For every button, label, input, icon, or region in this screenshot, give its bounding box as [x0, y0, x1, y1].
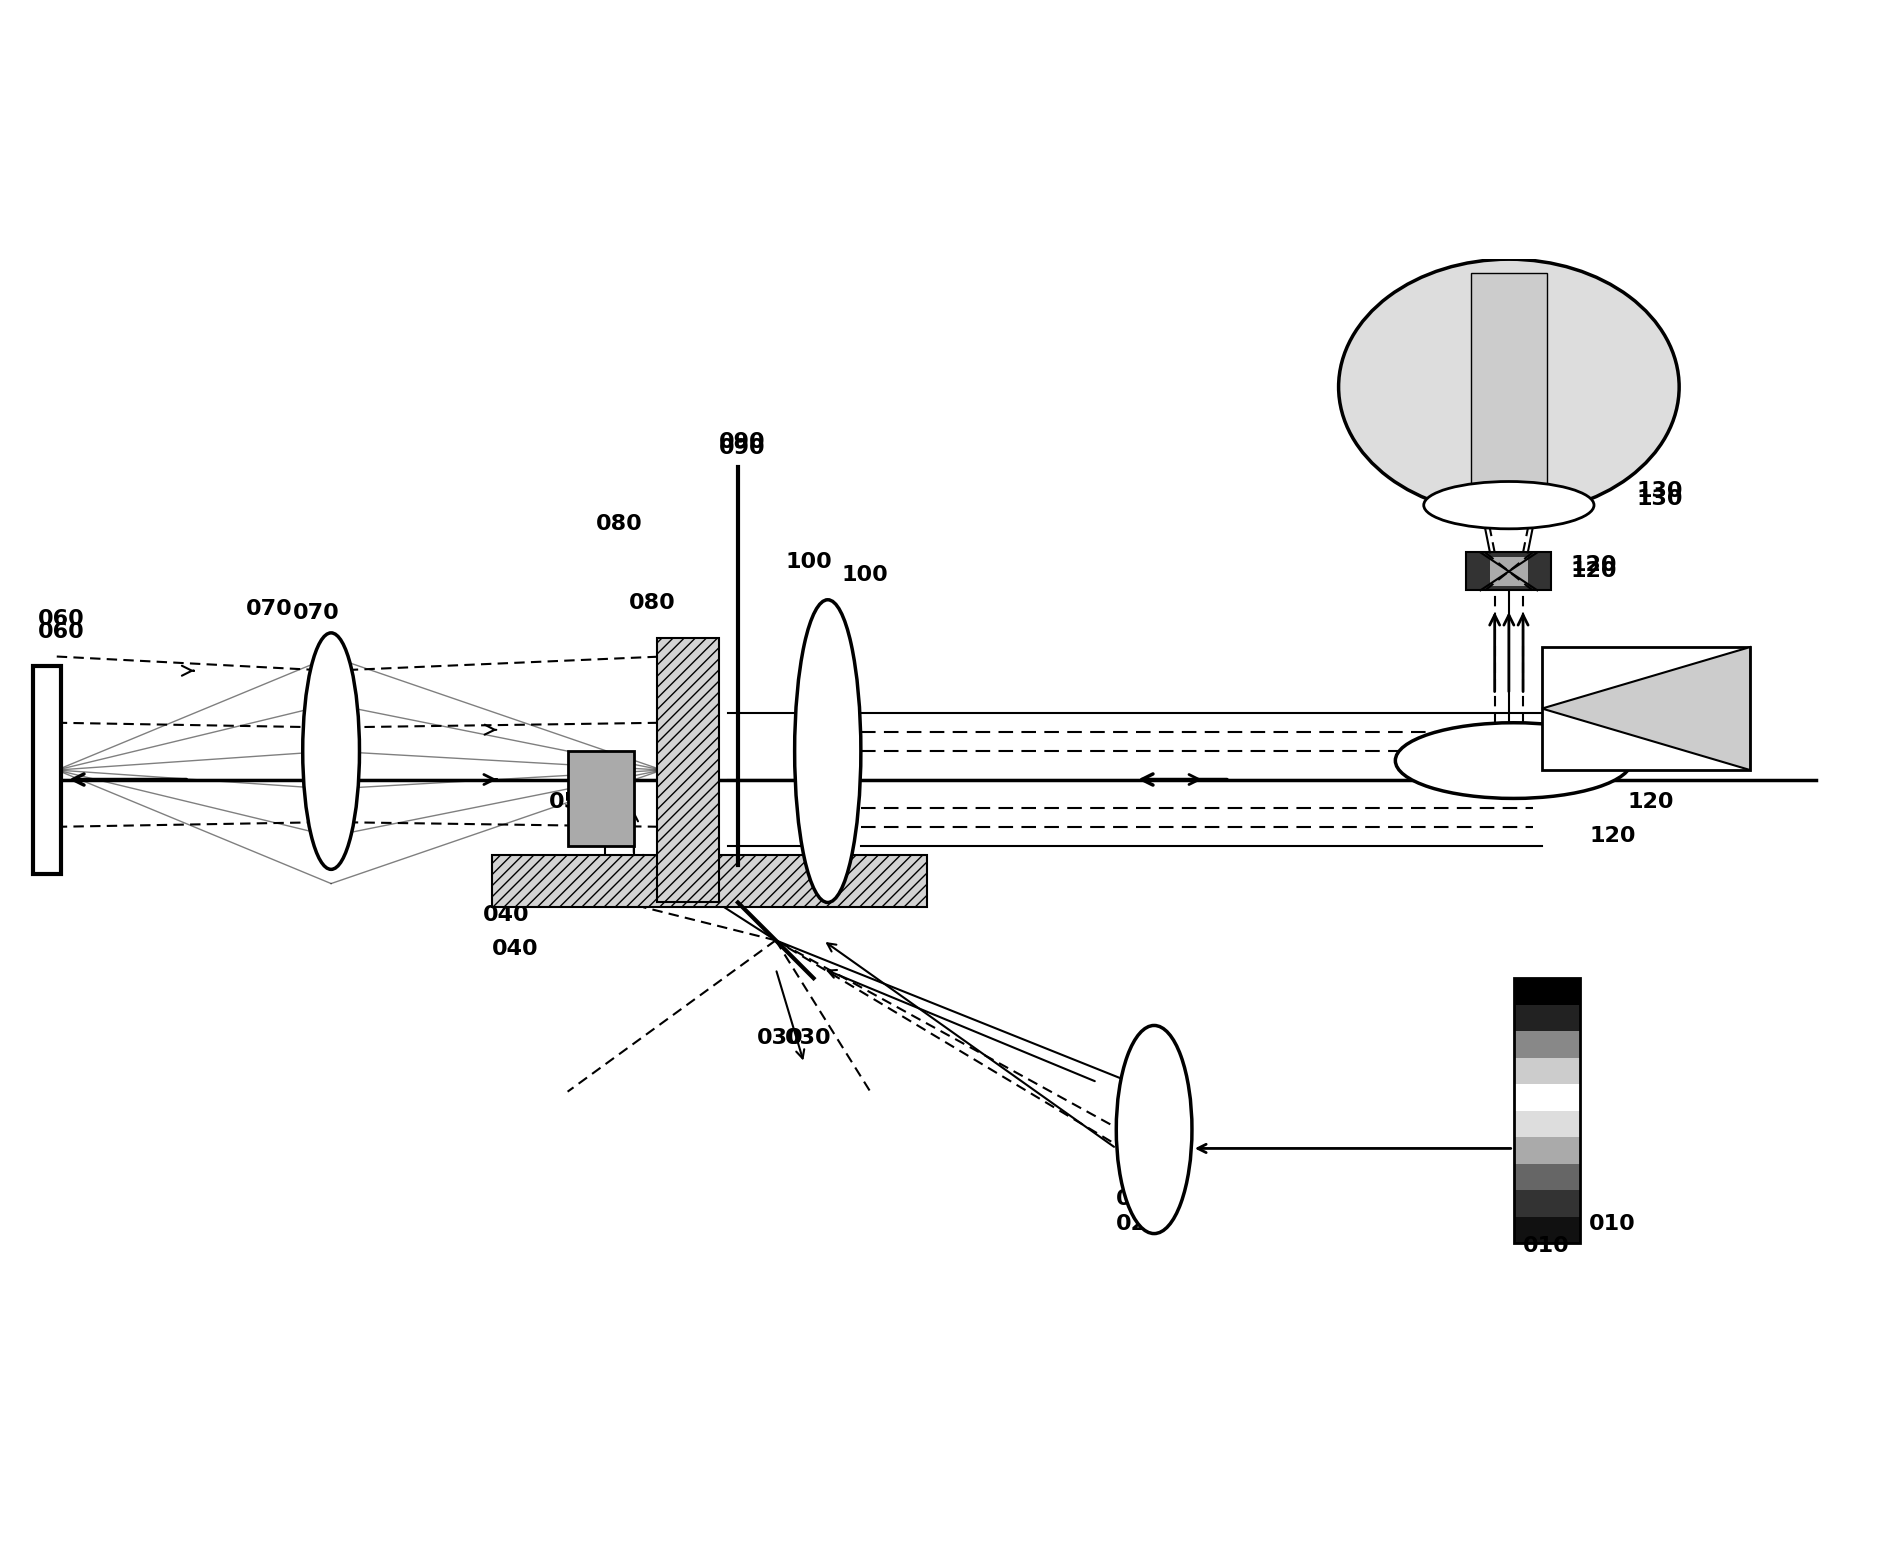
- Polygon shape: [1542, 647, 1750, 770]
- Ellipse shape: [1338, 259, 1680, 514]
- Text: 010: 010: [1589, 1213, 1637, 1233]
- Text: 130: 130: [1637, 482, 1684, 500]
- Text: 110: 110: [1627, 736, 1674, 755]
- Bar: [1514, 977, 1580, 1243]
- Text: 090: 090: [719, 432, 766, 452]
- Text: 070: 070: [293, 603, 341, 622]
- Text: 090: 090: [719, 438, 766, 458]
- Text: 040: 040: [492, 939, 539, 959]
- Text: 120: 120: [1570, 561, 1618, 582]
- Text: 030: 030: [757, 1029, 804, 1048]
- Text: 060: 060: [38, 622, 85, 642]
- Text: 130: 130: [1637, 490, 1684, 510]
- Text: 020: 020: [1116, 1213, 1164, 1233]
- Bar: [1514, 1057, 1580, 1084]
- Text: 120: 120: [1627, 792, 1674, 812]
- Text: 040: 040: [482, 906, 530, 926]
- Text: 140: 140: [1372, 320, 1419, 338]
- Bar: [1514, 1137, 1580, 1163]
- Text: 120: 120: [1589, 826, 1637, 847]
- Bar: [1472, 273, 1548, 500]
- Ellipse shape: [303, 633, 359, 870]
- Bar: [1489, 557, 1529, 586]
- Bar: [1514, 1110, 1580, 1137]
- Bar: [1542, 647, 1750, 770]
- Bar: [34, 666, 61, 875]
- Text: 100: 100: [785, 552, 832, 572]
- Bar: [568, 751, 634, 845]
- Text: 020: 020: [1116, 1190, 1164, 1210]
- Bar: [1514, 1004, 1580, 1030]
- Text: 050: 050: [549, 792, 596, 812]
- Bar: [658, 638, 719, 903]
- Text: 140: 140: [1362, 334, 1410, 354]
- Text: 070: 070: [246, 599, 293, 619]
- Ellipse shape: [1396, 723, 1631, 798]
- Bar: [1514, 1030, 1580, 1057]
- Text: 030: 030: [785, 1029, 832, 1048]
- Text: 060: 060: [38, 608, 85, 628]
- Ellipse shape: [1423, 482, 1593, 529]
- Text: 010: 010: [1523, 1236, 1570, 1257]
- Bar: [1514, 1084, 1580, 1110]
- Text: 080: 080: [596, 514, 643, 535]
- Bar: [1514, 977, 1580, 1004]
- Text: 100: 100: [842, 564, 889, 585]
- Text: 050: 050: [558, 878, 605, 896]
- Ellipse shape: [795, 600, 861, 903]
- Text: 120: 120: [1570, 555, 1618, 575]
- Text: 080: 080: [628, 594, 675, 613]
- Bar: [1514, 1216, 1580, 1243]
- Bar: [1514, 1163, 1580, 1190]
- Bar: [492, 856, 927, 907]
- Bar: [1514, 1190, 1580, 1216]
- Ellipse shape: [1116, 1026, 1192, 1233]
- Bar: [1466, 552, 1551, 591]
- Text: 110: 110: [1580, 741, 1627, 761]
